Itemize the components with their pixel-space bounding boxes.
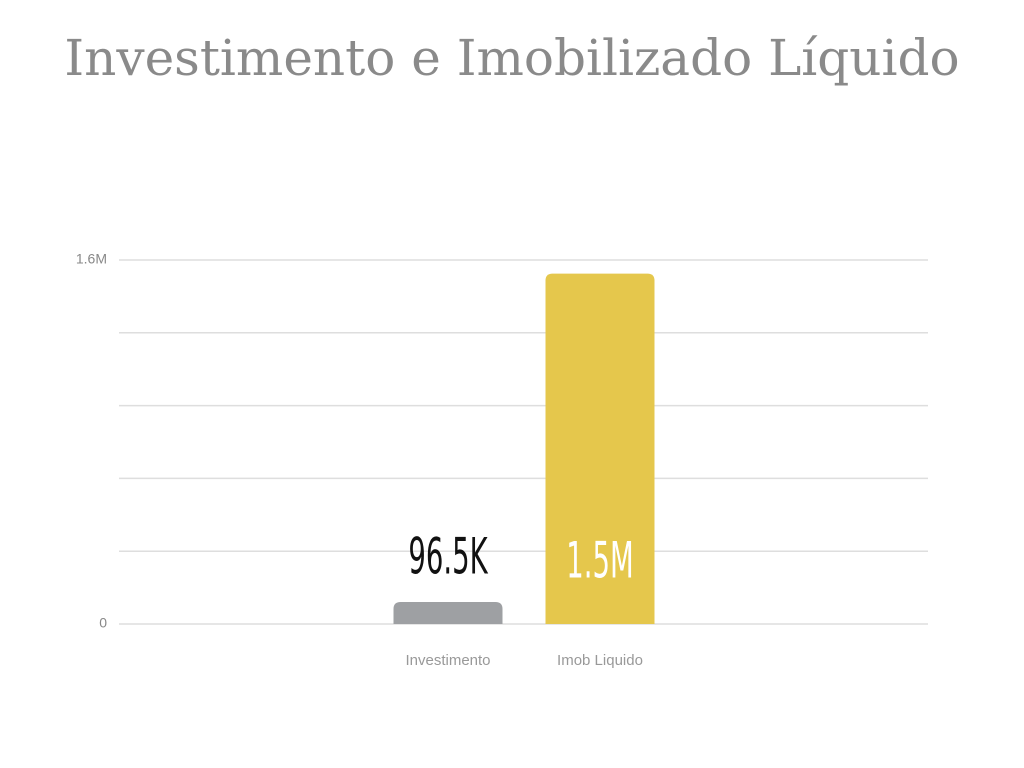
value-label: 96.5K (408, 528, 488, 586)
y-tick-label: 1.6M (76, 251, 107, 267)
bar (393, 602, 503, 624)
x-tick-label: Investimento (405, 652, 490, 669)
x-tick-label: Imob Liquido (557, 652, 643, 669)
bar (545, 273, 655, 624)
value-label: 1.5M (566, 532, 633, 590)
y-tick-label: 0 (99, 615, 107, 631)
chart-title: Investimento e Imobilizado Líquido (64, 29, 959, 87)
